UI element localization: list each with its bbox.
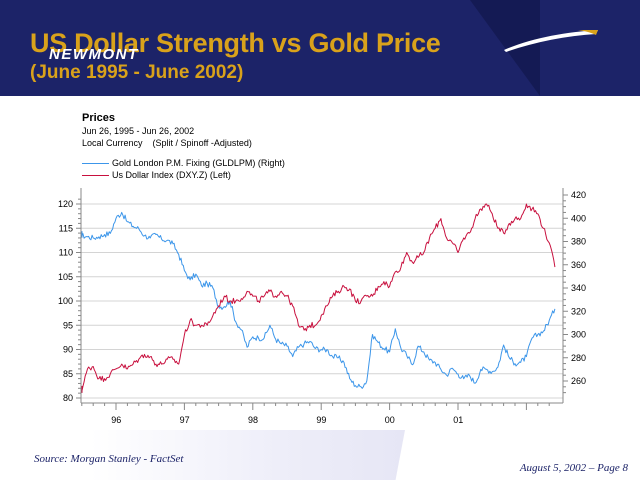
legend-item-usd: Us Dollar Index (DXY.Z) (Left) — [82, 169, 285, 181]
left-tick-label: 110 — [59, 248, 73, 258]
chart-adjustment: (Split / Spinoff -Adjusted) — [152, 138, 252, 148]
right-tick-label: 300 — [571, 330, 586, 340]
x-tick-label: 98 — [248, 415, 258, 425]
left-tick-label: 115 — [59, 223, 73, 233]
chart-title: Prices — [82, 112, 116, 124]
left-tick-label: 100 — [58, 296, 73, 306]
x-tick-label: 97 — [180, 415, 190, 425]
usd-index-line — [81, 203, 556, 393]
legend-label-gold: Gold London P.M. Fixing (GLDLPM) (Right) — [112, 158, 285, 168]
footer-decorative-shade — [90, 430, 405, 480]
legend-label-usd: Us Dollar Index (DXY.Z) (Left) — [112, 170, 231, 180]
x-tick-label: 99 — [316, 415, 326, 425]
right-tick-label: 360 — [571, 260, 586, 270]
axes: 80 85 90 95 100 105 110 115 120 260 280 300 320 340 36… — [58, 188, 586, 425]
series-lines — [81, 203, 556, 393]
page-subtitle: (June 1995 - June 2002) — [30, 62, 244, 83]
legend-swatch-usd — [82, 174, 109, 176]
page-info: August 5, 2002 – Page 8 — [519, 462, 628, 474]
chart-date-range: Jun 26, 1995 - Jun 26, 2002 — [82, 126, 195, 136]
left-tick-label: 90 — [63, 345, 73, 355]
left-tick-label: 95 — [63, 320, 73, 330]
right-tick-label: 380 — [571, 237, 586, 247]
right-tick-label: 340 — [571, 283, 586, 293]
chart-legend: Gold London P.M. Fixing (GLDLPM) (Right)… — [82, 157, 285, 181]
header-decorative-wedge — [470, 0, 540, 96]
legend-item-gold: Gold London P.M. Fixing (GLDLPM) (Right) — [82, 157, 285, 169]
source-note: Source: Morgan Stanley - FactSet — [34, 453, 184, 465]
chart-currency: Local Currency — [82, 138, 143, 148]
right-tick-label: 400 — [571, 213, 586, 223]
x-tick-label: 96 — [111, 415, 121, 425]
gold-price-line — [81, 211, 556, 389]
chart-header: Prices Jun 26, 1995 - Jun 26, 2002 Local… — [82, 112, 252, 149]
left-tick-label: 85 — [63, 369, 73, 379]
newmont-logo-swoosh-icon — [504, 30, 598, 52]
x-tick-label: 00 — [385, 415, 395, 425]
right-tick-label: 280 — [571, 353, 586, 363]
header-banner: US Dollar Strength vs Gold Price (June 1… — [0, 0, 640, 96]
newmont-logo-text: NEWMONT — [49, 46, 139, 63]
legend-swatch-gold — [82, 162, 109, 164]
right-tick-label: 420 — [571, 190, 586, 200]
grid-lines — [81, 203, 563, 399]
x-tick-label: 01 — [453, 415, 463, 425]
left-tick-label: 120 — [58, 199, 73, 209]
page-title: US Dollar Strength vs Gold Price — [30, 28, 441, 58]
chart-currency-note: Local Currency (Split / Spinoff -Adjuste… — [82, 137, 252, 149]
left-tick-label: 105 — [58, 272, 73, 282]
left-tick-label: 80 — [63, 393, 73, 403]
right-tick-label: 260 — [571, 376, 586, 386]
right-tick-label: 320 — [571, 306, 586, 316]
